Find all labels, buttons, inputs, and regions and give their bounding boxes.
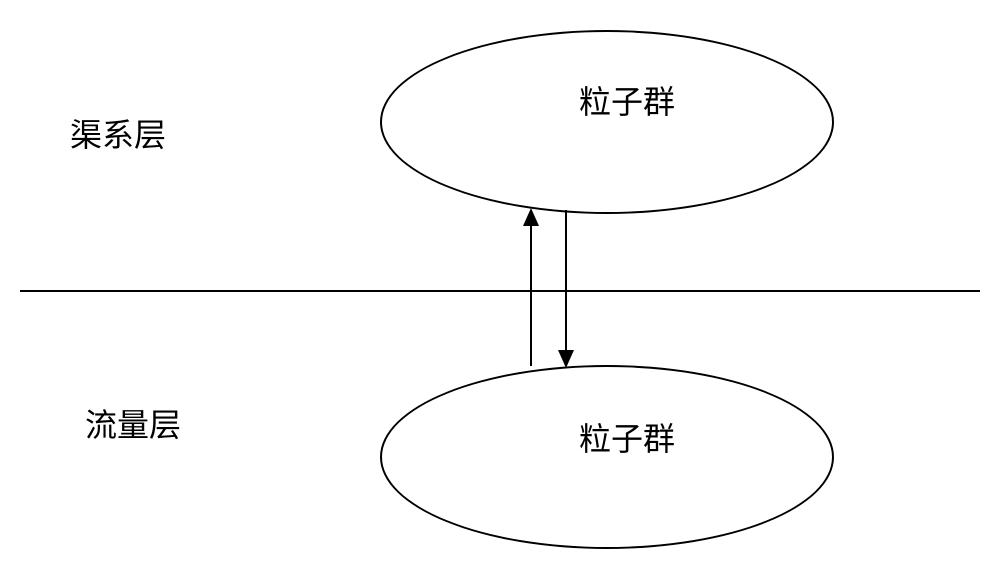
edge-down-shaft (565, 210, 567, 354)
bottom-layer-title: 流量层 (85, 400, 181, 446)
node-swarm-bottom: 粒子群 (380, 365, 834, 549)
edge-down-arrowhead-icon (558, 350, 574, 368)
node-swarm-top: 粒子群 (380, 30, 834, 214)
diagram-container: 渠系层 流量层 粒子群 粒子群 (0, 0, 1000, 579)
top-layer-title: 渠系层 (70, 110, 166, 156)
edge-up-shaft (530, 222, 532, 366)
layer-divider (20, 290, 980, 292)
node-swarm-bottom-label: 粒子群 (579, 414, 675, 460)
edge-up-arrowhead-icon (523, 208, 539, 226)
node-swarm-top-label: 粒子群 (579, 77, 675, 123)
